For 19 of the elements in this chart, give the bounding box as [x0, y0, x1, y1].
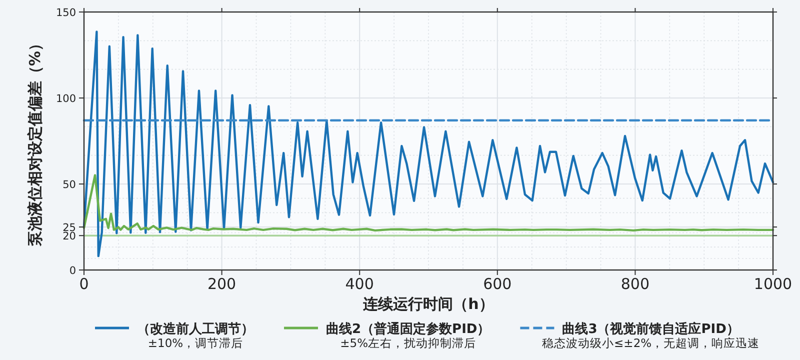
y-tick-label: 100: [56, 92, 76, 105]
y-axis-title: 泵池液位相对设定值偏差（%）: [26, 36, 44, 248]
x-tick-label: 800: [620, 275, 650, 293]
y-tick-label: 150: [56, 6, 76, 19]
legend-label: 曲线2（普通固定参数PID）: [326, 321, 490, 337]
x-tick-label: 400: [345, 275, 374, 293]
y-tick-label: 0: [69, 264, 76, 277]
legend-label: （改造前人工调节）: [137, 322, 254, 337]
x-tick-label: 0: [79, 275, 89, 293]
x-tick-label: 200: [207, 275, 236, 293]
legend-label: 曲线3（视觉前馈自适应PID）: [562, 321, 740, 337]
text: ±10%，调节滞后: [148, 336, 244, 350]
y-tick-label: 20: [62, 230, 76, 242]
x-tick-label: 1000: [754, 275, 792, 293]
y-tick-label: 50: [62, 178, 76, 191]
text: ±5%左右，扰动抑制滞后: [340, 336, 476, 350]
x-tick-label: 600: [483, 275, 512, 293]
text: 稳态波动级小≤±2%，无超调，响应迅速: [542, 336, 760, 350]
x-axis-title: 连续运行时间（h）: [362, 295, 494, 313]
